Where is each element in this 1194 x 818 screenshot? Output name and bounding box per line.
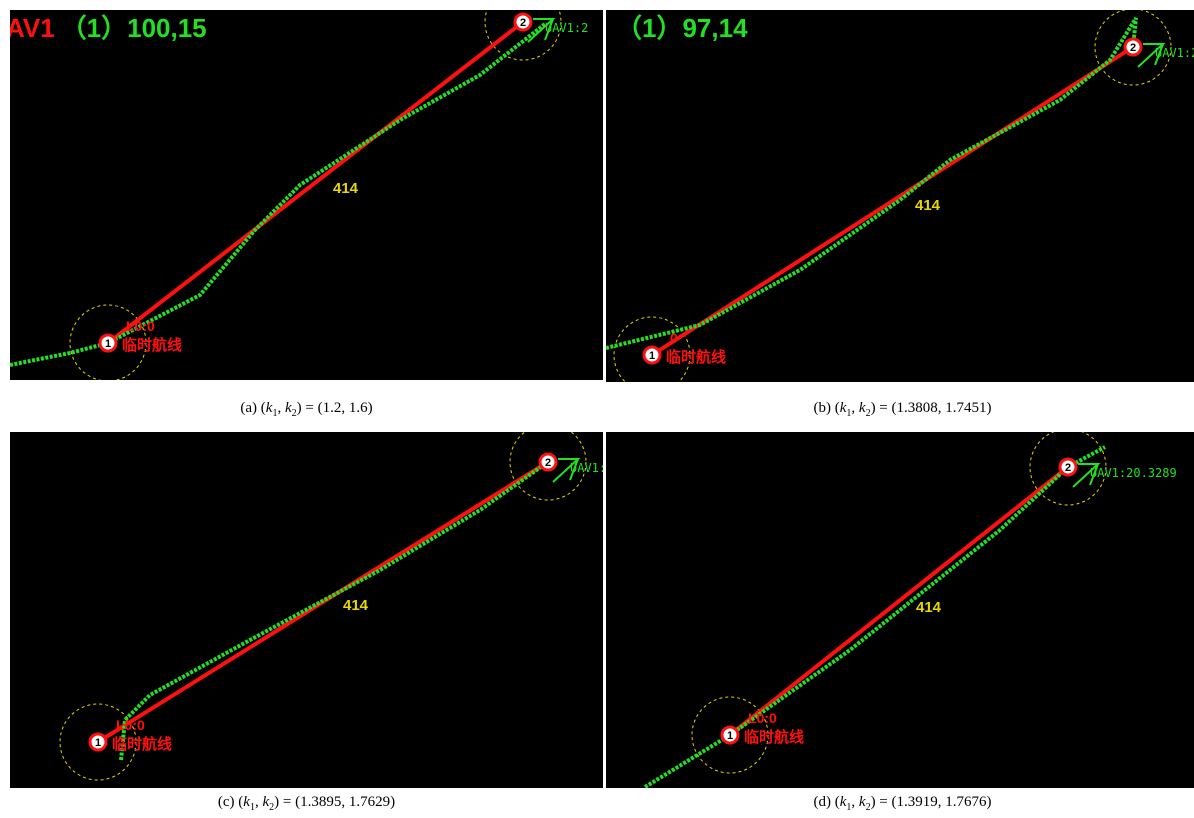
panel-screenshot: 1 2 UAV1:20.3289 414 L0:0 临时航线 bbox=[606, 432, 1194, 788]
lo-label: 0 bbox=[670, 330, 678, 346]
caption-part: (c) ( bbox=[218, 794, 243, 810]
route-label: 临时航线 bbox=[744, 728, 804, 746]
panel-screenshot: 1 2 UAV1:2 414 L0:0 临时航线 bbox=[10, 432, 603, 788]
uav-label: UAV1:2 bbox=[545, 21, 588, 35]
lo-label: L0:0 bbox=[126, 318, 155, 334]
caption-part: , bbox=[277, 400, 285, 416]
caption: (c) (k1, k2) = (1.3895, 1.7629) bbox=[10, 794, 603, 813]
distance-label: 414 bbox=[333, 180, 359, 197]
route-label: 临时航线 bbox=[122, 336, 182, 354]
caption: (d) (k1, k2) = (1.3919, 1.7676) bbox=[606, 794, 1194, 813]
map-view: 1 2 UAV1:20.3289 414 L0:0 临时航线 bbox=[606, 432, 1194, 788]
route-label: 临时航线 bbox=[112, 735, 172, 753]
waypoint-number: 2 bbox=[545, 457, 551, 469]
route-label: 临时航线 bbox=[666, 348, 726, 366]
status-header: （1）97,14 bbox=[616, 13, 748, 43]
caption-part: ) = (1.3895, 1.7629) bbox=[274, 794, 395, 810]
caption-part: k bbox=[285, 400, 292, 416]
caption-part: (a) ( bbox=[240, 400, 265, 416]
panel-screenshot: 1 2 UAV1:20. 414 0 临时航线 （1）97,14 bbox=[606, 10, 1194, 382]
caption: (a) (k1, k2) = (1.2, 1.6) bbox=[10, 400, 603, 419]
caption-part: (b) ( bbox=[813, 400, 839, 416]
map-view: 1 2 UAV1:20. 414 0 临时航线 （1）97,14 bbox=[606, 10, 1194, 382]
distance-label: 414 bbox=[915, 197, 941, 214]
lo-label: L0:0 bbox=[116, 717, 145, 733]
waypoint-number: 1 bbox=[727, 730, 733, 742]
caption-part: , bbox=[851, 400, 859, 416]
waypoint-number: 1 bbox=[95, 737, 101, 749]
waypoint-number: 1 bbox=[105, 338, 111, 350]
flight-track bbox=[606, 18, 1136, 348]
flight-track bbox=[121, 457, 555, 760]
distance-label: 414 bbox=[343, 597, 369, 614]
flight-track bbox=[645, 447, 1105, 787]
distance-label: 414 bbox=[916, 599, 942, 616]
waypoint-number: 1 bbox=[649, 350, 655, 362]
caption: (b) (k1, k2) = (1.3808, 1.7451) bbox=[606, 400, 1194, 419]
uav-label: UAV1:2 bbox=[570, 461, 603, 475]
caption-part: k bbox=[243, 794, 250, 810]
waypoint-number: 2 bbox=[1065, 462, 1071, 474]
uav-label: UAV1:20. bbox=[1155, 46, 1194, 60]
planned-route bbox=[652, 47, 1133, 355]
uav-label: UAV1:20.3289 bbox=[1090, 466, 1177, 480]
flight-track bbox=[10, 24, 545, 365]
lo-label: L0:0 bbox=[748, 710, 777, 726]
status-uav: AV1 bbox=[10, 13, 55, 43]
map-view: 1 2 UAV1:2 414 L0:0 临时航线 bbox=[10, 432, 603, 788]
caption-part: k bbox=[859, 794, 866, 810]
status-header: AV1（1）100,15 bbox=[10, 13, 207, 43]
status-values: （1）97,14 bbox=[616, 13, 748, 43]
figure: 12UAV1:2414L0:0临时航线AV1（1）100,15(a) (k1, … bbox=[0, 0, 1194, 818]
caption-part: k bbox=[859, 400, 866, 416]
caption-part: ) = (1.3919, 1.7676) bbox=[871, 794, 992, 810]
planned-route bbox=[108, 22, 523, 343]
status-values: （1）100,15 bbox=[61, 13, 207, 43]
waypoint-number: 2 bbox=[1130, 42, 1136, 54]
caption-part: ) = (1.2, 1.6) bbox=[297, 400, 373, 416]
planned-route bbox=[730, 467, 1068, 735]
waypoint-number: 2 bbox=[520, 17, 526, 29]
caption-part: (d) ( bbox=[813, 794, 839, 810]
caption-part: ) = (1.3808, 1.7451) bbox=[871, 400, 992, 416]
panel-screenshot: 1 2 UAV1:2 414 L0:0 临时航线 AV1（1）100,15 bbox=[10, 10, 603, 380]
caption-part: , bbox=[851, 794, 859, 810]
map-view: 1 2 UAV1:2 414 L0:0 临时航线 AV1（1）100,15 bbox=[10, 10, 603, 380]
